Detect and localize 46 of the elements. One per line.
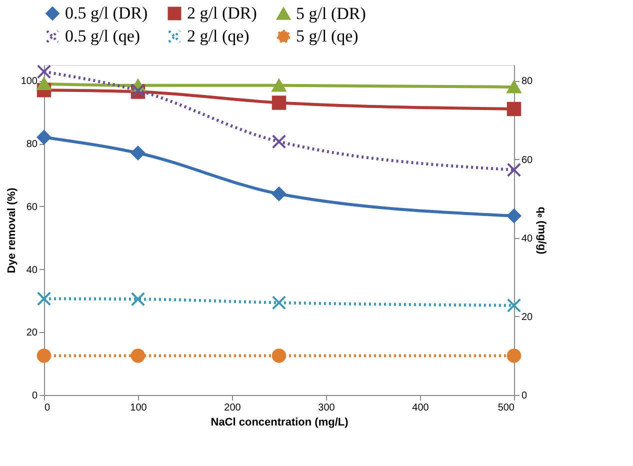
point xyxy=(272,79,286,92)
x-tick-label: 200 xyxy=(224,402,242,414)
point xyxy=(36,348,52,363)
point xyxy=(130,348,146,363)
y2-axis-title: qₑ (mg/g) xyxy=(536,206,548,255)
point xyxy=(506,162,522,178)
y-tick-label: 100 xyxy=(20,76,38,88)
legend-label: 5 g/l (qe) xyxy=(296,26,358,46)
legend-label: 0.5 g/l (qe) xyxy=(65,26,140,46)
point xyxy=(272,134,286,149)
point xyxy=(506,208,522,223)
y2-tick-label: 80 xyxy=(522,76,534,88)
x-tick-label: 500 xyxy=(498,402,515,414)
legend-label: 2 g/l (DR) xyxy=(187,4,257,23)
point xyxy=(130,146,146,160)
point xyxy=(506,348,522,363)
y-tick-label: 40 xyxy=(26,264,38,276)
legend-label: 5 g/l (DR) xyxy=(296,4,366,23)
y2-tick-label: 60 xyxy=(522,154,534,166)
point xyxy=(506,102,522,116)
point xyxy=(506,80,522,94)
point xyxy=(272,186,286,201)
legend-label: 0.5 g/l (DR) xyxy=(65,4,148,23)
x-tick-label: 400 xyxy=(412,402,430,414)
point xyxy=(506,298,522,313)
legend-label: 2 g/l (qe) xyxy=(187,26,250,46)
point xyxy=(36,78,52,90)
y2-tick-label: 0 xyxy=(522,390,528,402)
point xyxy=(36,292,52,306)
point xyxy=(36,130,52,144)
x-axis-title: NaCl concentration (mg/L) xyxy=(210,416,349,428)
point xyxy=(130,292,146,306)
y-tick-label: 60 xyxy=(26,202,38,213)
y-tick-label: 20 xyxy=(26,328,38,339)
y-axis-title: Dye removal (%) xyxy=(6,187,18,274)
x-tick-label: 100 xyxy=(130,402,148,414)
point xyxy=(36,64,52,79)
point xyxy=(272,296,286,310)
point xyxy=(272,96,286,110)
y2-tick-label: 40 xyxy=(522,233,534,244)
y-tick-label: 80 xyxy=(26,139,38,150)
y2-tick-label: 20 xyxy=(522,312,534,323)
y-tick-label: 0 xyxy=(32,390,38,402)
x-tick-label: 0 xyxy=(44,402,50,414)
point xyxy=(272,348,286,363)
x-tick-label: 300 xyxy=(318,402,336,414)
